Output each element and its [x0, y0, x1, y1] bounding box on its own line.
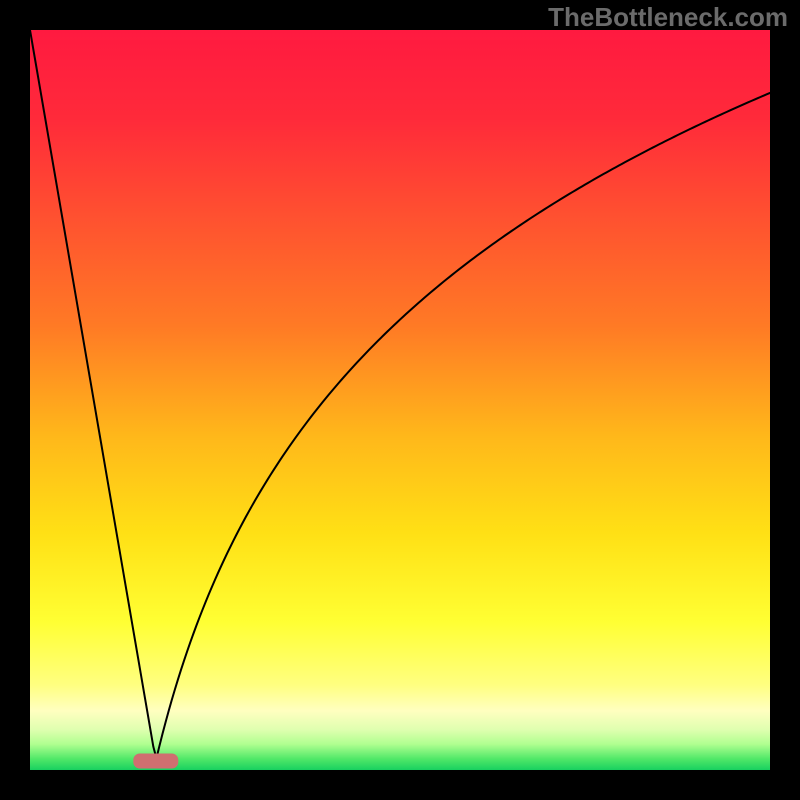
plot-area — [30, 30, 770, 770]
optimal-marker — [134, 754, 178, 768]
bottleneck-chart — [0, 0, 800, 800]
watermark-text: TheBottleneck.com — [548, 2, 788, 33]
chart-container: TheBottleneck.com — [0, 0, 800, 800]
